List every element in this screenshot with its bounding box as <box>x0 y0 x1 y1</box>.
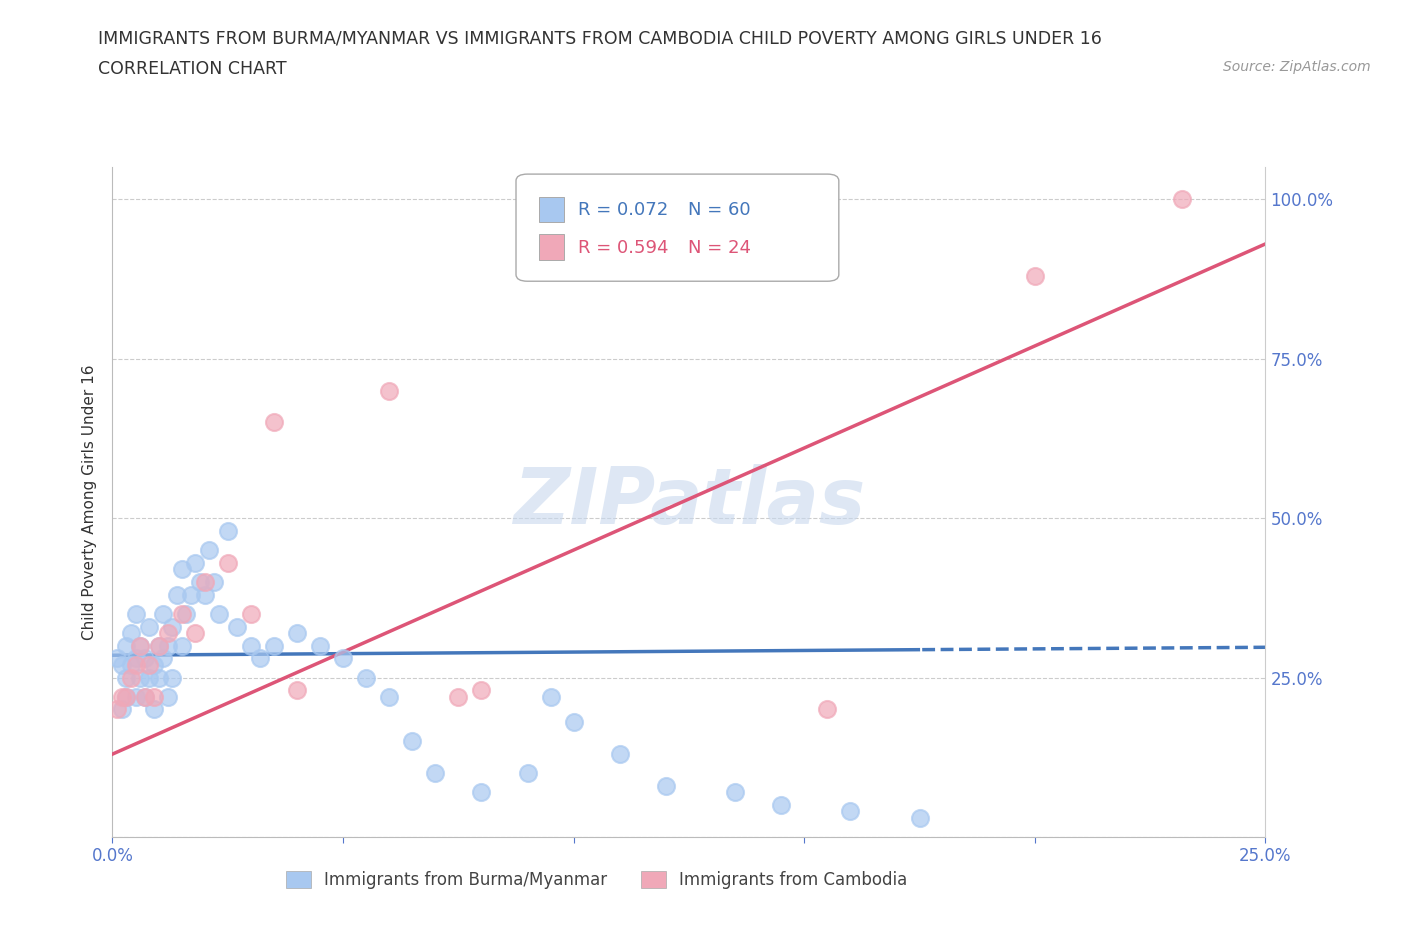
Legend: Immigrants from Burma/Myanmar, Immigrants from Cambodia: Immigrants from Burma/Myanmar, Immigrant… <box>280 864 914 896</box>
Point <box>207 606 229 621</box>
Point <box>124 689 146 704</box>
Point <box>285 626 308 641</box>
Point <box>156 638 179 653</box>
Point <box>609 747 631 762</box>
Point <box>540 689 562 704</box>
Text: R = 0.594: R = 0.594 <box>578 239 669 257</box>
Point <box>309 638 332 653</box>
Point <box>170 606 193 621</box>
Point <box>516 765 538 780</box>
Point <box>162 671 184 685</box>
Point <box>129 638 152 653</box>
Point <box>226 619 249 634</box>
FancyBboxPatch shape <box>538 234 564 259</box>
Point <box>138 658 160 672</box>
Point <box>285 683 308 698</box>
Point <box>770 798 793 813</box>
Point <box>194 587 217 602</box>
Point <box>134 689 156 704</box>
Y-axis label: Child Poverty Among Girls Under 16: Child Poverty Among Girls Under 16 <box>82 365 97 640</box>
Point <box>152 606 174 621</box>
Point <box>129 638 152 653</box>
Point <box>156 689 179 704</box>
Point <box>202 575 225 590</box>
Point <box>425 765 447 780</box>
Point <box>134 689 156 704</box>
Point <box>120 626 142 641</box>
Point <box>111 689 134 704</box>
Point <box>239 638 262 653</box>
Point <box>170 638 193 653</box>
Text: R = 0.072: R = 0.072 <box>578 201 668 219</box>
Point <box>401 734 423 749</box>
Point <box>115 671 138 685</box>
Point <box>655 778 678 793</box>
Point <box>138 619 160 634</box>
Point <box>124 651 146 666</box>
Point <box>124 658 146 672</box>
Text: CORRELATION CHART: CORRELATION CHART <box>98 60 287 78</box>
Point <box>184 626 207 641</box>
Point <box>129 671 152 685</box>
Point <box>724 785 747 800</box>
Text: ZIPatlas: ZIPatlas <box>513 464 865 540</box>
Point <box>105 702 128 717</box>
Point <box>166 587 188 602</box>
Point <box>134 651 156 666</box>
Point <box>188 575 211 590</box>
Text: N = 24: N = 24 <box>688 239 751 257</box>
Point <box>124 606 146 621</box>
Point <box>332 651 354 666</box>
Text: Source: ZipAtlas.com: Source: ZipAtlas.com <box>1223 60 1371 74</box>
Point <box>470 785 492 800</box>
Point <box>198 542 221 557</box>
Point <box>239 606 262 621</box>
Point <box>156 626 179 641</box>
Point <box>120 658 142 672</box>
Point <box>162 619 184 634</box>
Point <box>354 671 377 685</box>
Point <box>115 689 138 704</box>
Point <box>170 562 193 577</box>
Point <box>120 671 142 685</box>
Point <box>184 555 207 570</box>
Point <box>839 804 862 819</box>
Point <box>1171 192 1194 206</box>
Point <box>152 651 174 666</box>
Point <box>249 651 271 666</box>
Point <box>148 638 170 653</box>
Point <box>138 671 160 685</box>
Point <box>105 651 128 666</box>
Point <box>378 383 401 398</box>
FancyBboxPatch shape <box>516 174 839 281</box>
Point <box>217 555 239 570</box>
Point <box>908 810 931 825</box>
Text: N = 60: N = 60 <box>688 201 751 219</box>
Point <box>470 683 492 698</box>
Text: IMMIGRANTS FROM BURMA/MYANMAR VS IMMIGRANTS FROM CAMBODIA CHILD POVERTY AMONG GI: IMMIGRANTS FROM BURMA/MYANMAR VS IMMIGRA… <box>98 30 1102 47</box>
Point <box>174 606 197 621</box>
Point <box>143 689 166 704</box>
Point <box>115 638 138 653</box>
Point <box>111 658 134 672</box>
Point <box>143 658 166 672</box>
Point <box>378 689 401 704</box>
Point <box>143 702 166 717</box>
Point <box>815 702 838 717</box>
Point <box>180 587 202 602</box>
Point <box>111 702 134 717</box>
FancyBboxPatch shape <box>538 197 564 222</box>
Point <box>217 524 239 538</box>
Point <box>148 638 170 653</box>
Point <box>447 689 470 704</box>
Point <box>562 715 585 730</box>
Point <box>194 575 217 590</box>
Point <box>115 689 138 704</box>
Point <box>263 415 285 430</box>
Point <box>1024 269 1046 284</box>
Point <box>263 638 285 653</box>
Point <box>148 671 170 685</box>
